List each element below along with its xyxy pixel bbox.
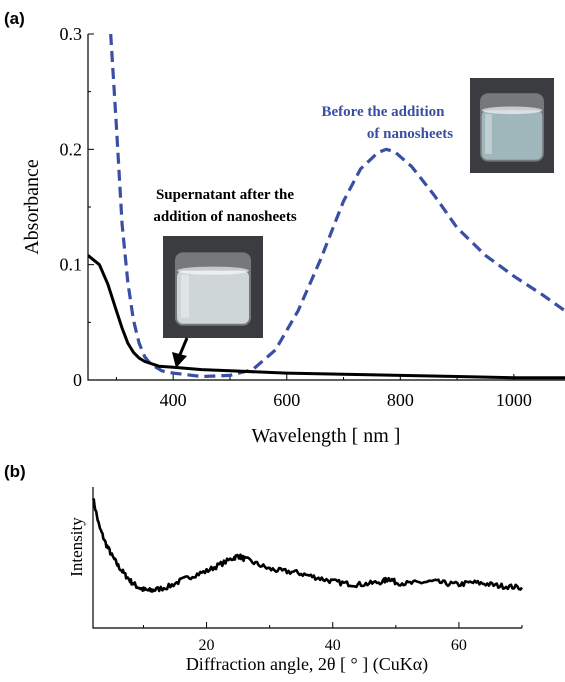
y-tick-label-a: 0.2 bbox=[60, 139, 83, 159]
panel-b-label: (b) bbox=[4, 462, 26, 481]
xrd-axes: 20 40 60 Diffraction angle, 2θ [ ° ] (CuKα)… bbox=[67, 487, 523, 675]
beaker-before-photo-meniscus bbox=[481, 106, 543, 115]
beaker-before-photo bbox=[470, 78, 554, 173]
annotation-before-line1: Before the addition bbox=[321, 104, 445, 120]
y-axis-label-b: Intensity bbox=[67, 517, 86, 577]
series-before-line bbox=[109, 34, 565, 379]
annotation-before-line2: of nanosheets bbox=[367, 126, 453, 142]
y-tick-label-a: 0 bbox=[73, 370, 82, 390]
y-axis-label-a: Absorbance bbox=[21, 159, 43, 255]
annotation-arrow-head bbox=[172, 352, 187, 368]
x-tick-label-b: 40 bbox=[325, 637, 341, 654]
beaker-supernatant-photo-highlight bbox=[181, 274, 189, 318]
x-tick-label-b: 20 bbox=[199, 637, 215, 654]
beaker-before-photo-liquid bbox=[481, 110, 543, 160]
xrd-pattern-line bbox=[91, 498, 523, 593]
series-supernatant-line bbox=[88, 254, 565, 380]
x-axis-label-b: Diffraction angle, 2θ [ ° ] (CuKα) bbox=[186, 654, 428, 675]
absorbance-axes: 0 0.1 0.2 0.3 400 600 800 1000 Wavelength [ nm ]… bbox=[21, 24, 565, 447]
beaker-supernatant-photo bbox=[163, 236, 263, 338]
x-tick-label-a: 600 bbox=[273, 390, 300, 410]
beaker-supernatant-photo-liquid bbox=[177, 270, 249, 324]
x-tick-label-a: 800 bbox=[387, 390, 414, 410]
annotation-supernatant-line2: addition of nanosheets bbox=[153, 209, 297, 225]
x-tick-label-b: 60 bbox=[451, 637, 467, 654]
axis-frame-b bbox=[92, 487, 522, 629]
beaker-supernatant-photo-meniscus bbox=[177, 266, 249, 275]
panel-a-label: (a) bbox=[4, 9, 25, 28]
y-tick-label-a: 0.1 bbox=[60, 255, 83, 275]
x-tick-label-a: 400 bbox=[160, 390, 187, 410]
annotation-supernatant-line1: Supernatant after the bbox=[156, 187, 294, 203]
y-tick-label-a: 0.3 bbox=[60, 24, 83, 44]
x-axis-label-a: Wavelength [ nm ] bbox=[252, 425, 401, 447]
annotation-arrow-shaft bbox=[177, 337, 189, 358]
beaker-before-photo-highlight bbox=[485, 114, 492, 154]
x-tick-label-a: 1000 bbox=[496, 390, 532, 410]
